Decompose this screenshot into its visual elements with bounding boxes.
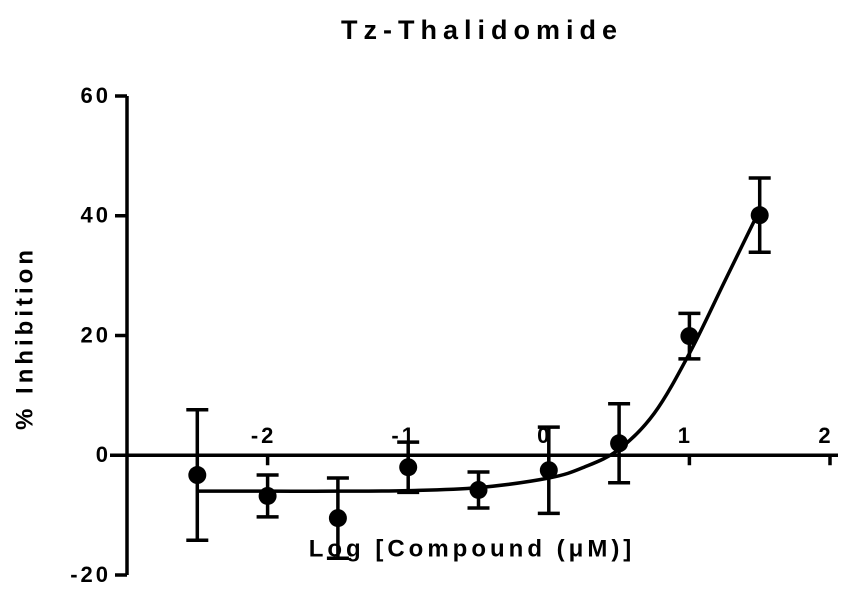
y-tick-label: 60	[81, 83, 111, 108]
y-axis-label: % Inhibition	[11, 246, 38, 430]
x-axis-label: Log [Compound (μM)]	[309, 535, 636, 562]
point	[328, 509, 347, 528]
y-tick-label: 0	[96, 442, 111, 467]
y-tick-label: 40	[81, 203, 111, 228]
point	[399, 458, 418, 477]
point	[188, 466, 207, 485]
point	[539, 461, 558, 480]
chart-title: Tz-Thalidomide	[341, 15, 623, 45]
x-tick-label: -1	[391, 423, 417, 448]
point	[680, 327, 699, 346]
point	[258, 486, 277, 505]
fit-curve	[197, 208, 762, 493]
point	[750, 206, 769, 225]
x-tick-label: 2	[818, 423, 833, 448]
x-tick-label: -2	[251, 423, 277, 448]
x-tick-label: 1	[678, 423, 693, 448]
point	[469, 480, 488, 499]
x-tick-label: 0	[537, 423, 552, 448]
y-tick-label: 20	[81, 322, 111, 347]
y-tick-label: -20	[70, 562, 111, 587]
point	[610, 434, 629, 453]
